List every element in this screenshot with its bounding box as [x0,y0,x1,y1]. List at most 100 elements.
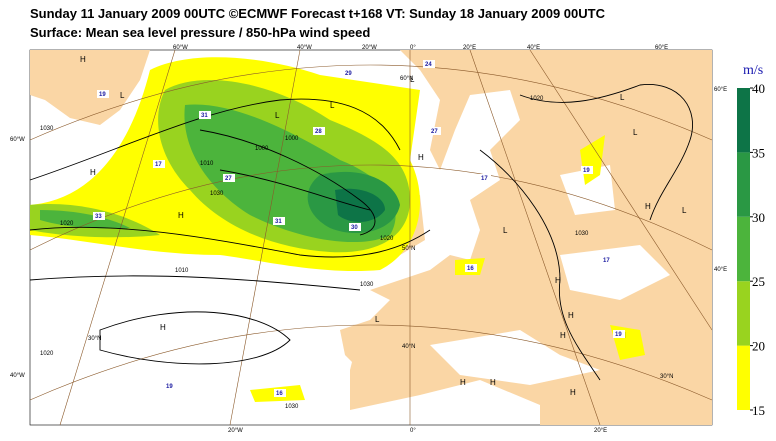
pressure-centre: H [570,388,576,397]
pressure-centre: L [410,75,415,84]
wind-max-box [223,174,235,182]
isobar-label: 1020 [380,236,394,242]
pressure-centre: L [633,128,638,137]
grid-label: 60°W [173,45,188,51]
grid-label: 30°N [88,336,101,342]
wind-max-box [274,389,286,397]
grid-label: 40°E [714,267,727,273]
wind-max: 33 [95,214,102,220]
pressure-centre: L [275,111,280,120]
wind-max: 29 [345,71,352,77]
wind-max: 17 [481,176,488,182]
grid-label: 20°E [463,45,476,51]
wind-max: 31 [201,113,208,119]
pressure-centre: L [120,91,125,100]
grid-label: 20°W [362,45,377,51]
wind-max-box [153,160,165,168]
wind-max-box [349,223,361,231]
wind-max: 19 [615,332,622,338]
grid-label: 40°N [402,344,415,350]
wind-area [40,210,130,229]
color-bar-label: 20 [752,339,765,354]
isobar-label: 1030 [210,191,224,197]
graticule [29,49,713,426]
wind-max: 17 [155,162,162,168]
isobar-label: 1030 [40,126,54,132]
wind-max: 31 [275,219,282,225]
wind-max-box [613,330,625,338]
subtitle: Surface: Mean sea level pressure / 850-h… [30,25,370,40]
isobar-label: 1030 [360,282,374,288]
map [29,49,713,426]
isobars [29,84,693,381]
wind-max-box [97,90,109,98]
unit: m/s [743,63,763,78]
pressure-centre: L [375,315,380,324]
pressure-centre: H [418,153,424,162]
isobar-label: 1020 [60,221,74,227]
grid-label: 30°N [660,374,673,380]
grid-label: 20°W [228,428,243,434]
wind-max-box [423,60,435,68]
isobar-label: 1010 [175,268,189,274]
wind-max: 19 [583,168,590,174]
color-bar-segment [737,281,750,346]
color-bar-segment [737,88,750,153]
pressure-centre: L [620,93,625,102]
pressure-centre: H [490,378,496,387]
grid-label: 0° [410,428,416,434]
pressure-centre: L [330,101,335,110]
wind-max: 16 [467,266,474,272]
wind-max: 24 [425,62,432,68]
isobar-label: 1000 [285,136,299,142]
sea [560,245,670,300]
color-bar-segment [737,152,750,217]
wind-max-box [429,127,441,135]
wind-max: 19 [99,92,106,98]
grid-label: 60°W [10,137,25,143]
wind-max-box [164,382,176,390]
wind-max: 27 [225,176,232,182]
sea [560,165,615,215]
wind-max-box [465,264,477,272]
wind-max: 28 [315,129,322,135]
wind-max: 16 [276,391,283,397]
grid-label: 60°N [400,76,413,82]
pressure-centre: H [560,331,566,340]
color-bar-label: 15 [752,403,765,418]
isobar-label: 1020 [530,96,544,102]
isobar-label: 1030 [285,404,299,410]
pressure-centre: L [503,226,508,235]
grid-label: 40°W [297,45,312,51]
grid-label: 60°E [655,45,668,51]
color-bar-label: 40 [752,81,765,96]
wind-max: 19 [166,384,173,390]
pressure-centre: H [568,311,574,320]
land [30,50,150,125]
title: Sunday 11 January 2009 00UTC ©ECMWF Fore… [30,6,606,21]
pressure-centre: H [90,168,96,177]
wind-max-box [343,69,355,77]
color-bar-segment [737,216,750,282]
pressure-centre: H [555,276,561,285]
pressure-centre: H [80,55,86,64]
isobar-label: 1010 [200,161,214,167]
pressure-centre: H [160,323,166,332]
grid-label: 40°E [527,45,540,51]
wind-max-box [479,174,491,182]
wind-max: 30 [351,225,358,231]
wind-max-box [581,166,593,174]
pressure-centre: H [460,378,466,387]
sea [430,330,600,385]
color-bar-label: 25 [752,274,765,289]
pressure-centre: H [645,202,651,211]
wind-max-box [273,217,285,225]
isobar-label: 1030 [575,231,589,237]
wind-max: 17 [603,258,610,264]
color-bar-label: 30 [752,210,765,225]
grid-label: 60°E [714,87,727,93]
grid-label: 0° [410,45,416,51]
isobar-label: 1000 [255,146,269,152]
wind-max-box [93,212,105,220]
